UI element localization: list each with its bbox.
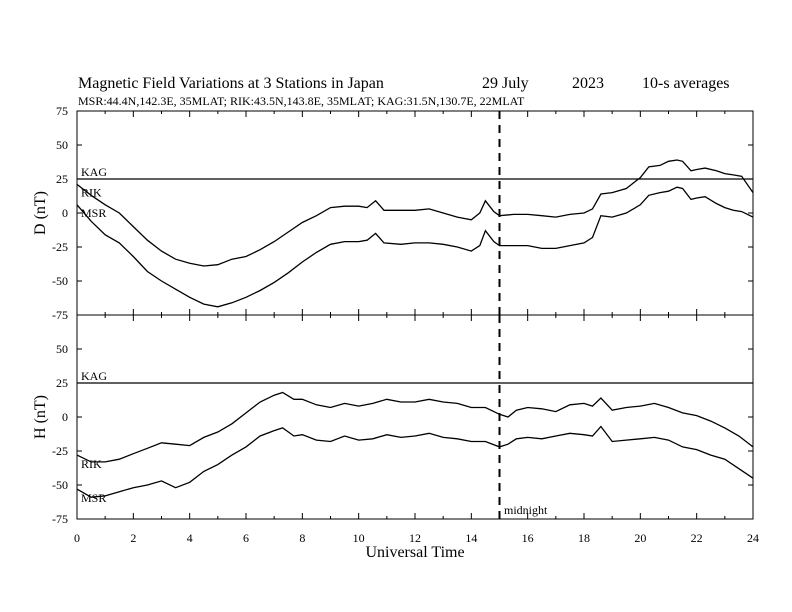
midnight-annotation: midnight — [504, 503, 548, 517]
x-tick-label: 10 — [353, 531, 365, 545]
x-tick-label: 24 — [747, 531, 759, 545]
series-label-msr: MSR — [81, 206, 106, 220]
y-tick-label: -25 — [52, 240, 68, 254]
x-tick-label: 12 — [409, 531, 421, 545]
h-panel: 50 25 0 -25 -50 -75 H (nT) KAG RIK MSR — [32, 314, 754, 526]
x-axis-ticks: 0 2 4 6 8 10 12 14 16 18 20 22 24 — [74, 531, 759, 545]
series-label-rik: RIK — [81, 185, 102, 199]
y-tick-label: 75 — [56, 104, 68, 118]
y-axis-label: H (nT) — [32, 395, 49, 439]
chart-year: 2023 — [572, 75, 604, 92]
y-axis-label: D (nT) — [32, 191, 49, 235]
y-tick-label: 25 — [56, 172, 68, 186]
x-tick-label: 22 — [691, 531, 703, 545]
y-tick-label: 25 — [56, 376, 68, 390]
panel-frame — [76, 110, 754, 316]
d-panel: 75 50 25 0 -25 -50 -75 D (nT) KAG RIK MSR — [32, 104, 754, 322]
station-coordinates: MSR:44.4N,142.3E, 35MLAT; RIK:43.5N,143.… — [78, 94, 525, 108]
chart-title: Magnetic Field Variations at 3 Stations … — [78, 75, 384, 92]
x-axis-label: Universal Time — [365, 544, 464, 561]
y-tick-label: -50 — [52, 274, 68, 288]
series-label-kag: KAG — [81, 165, 107, 179]
x-tick-label: 0 — [74, 531, 80, 545]
series-label-msr: MSR — [81, 491, 106, 505]
y-tick-label: -25 — [52, 444, 68, 458]
x-tick-label: 8 — [299, 531, 305, 545]
panel-frame — [76, 314, 754, 520]
x-tick-label: 4 — [187, 531, 193, 545]
series-line-rik — [76, 391, 754, 463]
series-label-rik: RIK — [81, 457, 102, 471]
series-label-kag: KAG — [81, 369, 107, 383]
x-tick-label: 20 — [634, 531, 646, 545]
series-line-msr — [76, 425, 754, 498]
y-tick-label: -50 — [52, 478, 68, 492]
y-tick-label: 50 — [56, 342, 68, 356]
y-tick-label: 0 — [62, 206, 68, 220]
x-tick-label: 2 — [130, 531, 136, 545]
x-tick-label: 14 — [465, 531, 477, 545]
chart-date: 29 July — [482, 75, 529, 92]
x-tick-label: 6 — [243, 531, 249, 545]
x-tick-label: 18 — [578, 531, 590, 545]
x-tick-label: 16 — [522, 531, 534, 545]
y-tick-label: -75 — [52, 308, 68, 322]
y-tick-label: -75 — [52, 512, 68, 526]
series-line-rik — [76, 159, 754, 267]
series-line-msr — [76, 186, 754, 308]
chart-averaging: 10-s averages — [642, 75, 730, 92]
y-tick-label: 50 — [56, 138, 68, 152]
y-tick-label: 0 — [62, 410, 68, 424]
